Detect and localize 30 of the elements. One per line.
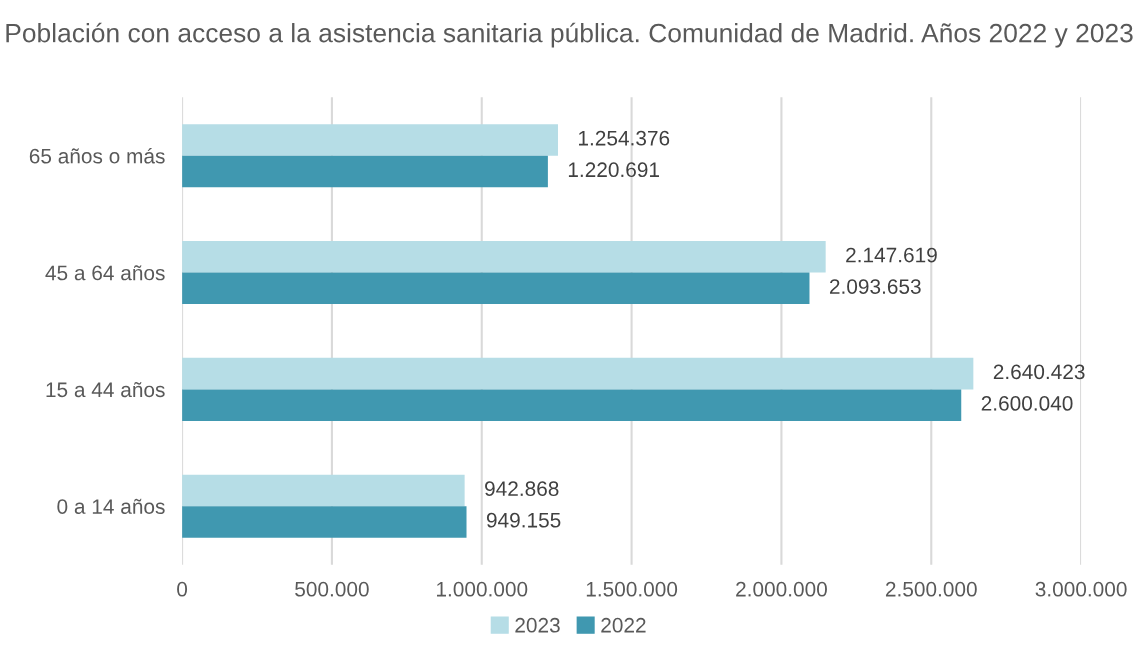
legend-label: 2023 [515,617,560,633]
data-label: 2.640.423 [993,364,1085,380]
data-label: 942.868 [485,481,559,497]
y-tick-label: 65 años o más [29,147,165,164]
x-tick-label: 1.500.000 [586,581,678,597]
x-tick-label: 1.000.000 [437,581,528,597]
data-label: 949.155 [486,512,561,528]
chart-title: Población con acceso a la asistencia sanitaria pública. Comunidad de Madrid. Años 2022 y 2023 [6,22,1133,48]
x-tick-label: 2.000.000 [736,581,827,597]
bar [182,272,810,305]
y-tick-label: 45 a 64 años [45,265,165,281]
y-tick-label: 15 a 44 años [46,382,165,398]
bar [182,155,548,188]
bar [182,241,826,273]
y-tick-label: 0 a 14 años [57,498,165,514]
data-label: 1.220.691 [568,162,659,178]
data-label: 1.254.376 [579,130,670,146]
bar [182,474,465,507]
bar [182,124,558,156]
bar [182,357,974,390]
x-tick-label: 0 [177,581,188,597]
data-label: 2.093.653 [829,279,921,294]
data-label: 2.600.040 [981,396,1073,411]
data-label: 2.147.619 [846,247,937,263]
x-tick-label: 2.500.000 [885,581,977,597]
x-tick-label: 500.000 [295,581,369,597]
x-tick-label: 3.000.000 [1035,581,1127,597]
legend-label: 2022 [601,617,646,633]
bar [182,506,467,538]
bar [182,389,962,421]
